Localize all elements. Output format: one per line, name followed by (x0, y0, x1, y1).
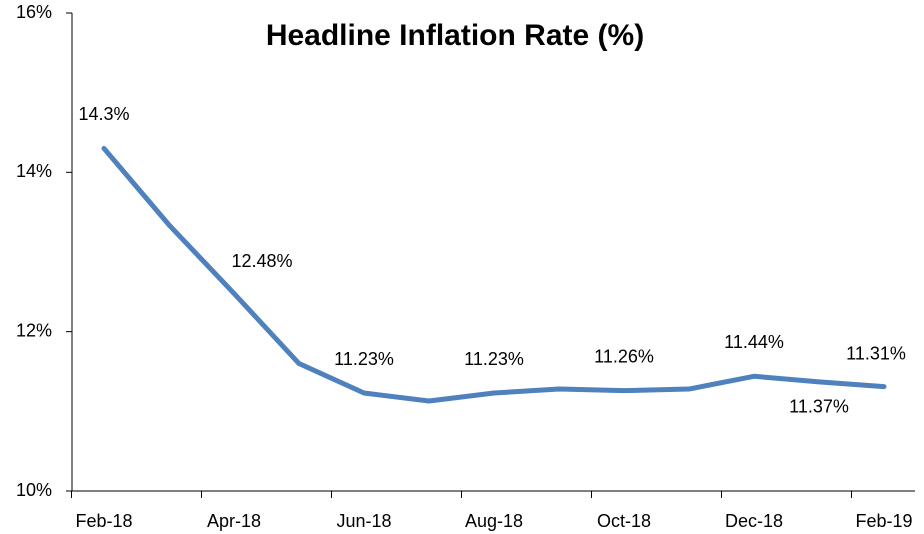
x-tick-label: Feb-19 (855, 511, 912, 531)
data-label: 11.37% (789, 397, 849, 417)
data-label: 14.3% (78, 104, 129, 124)
data-label: 11.23% (334, 349, 394, 369)
y-tick-label: 10% (16, 480, 52, 500)
chart-title: Headline Inflation Rate (%) (266, 19, 644, 52)
data-label: 12.48% (231, 251, 292, 271)
y-tick-label: 12% (16, 320, 52, 340)
data-label: 11.44% (724, 332, 784, 352)
data-label: 11.23% (464, 349, 524, 369)
y-tick-label: 14% (16, 161, 52, 181)
data-label: 11.26% (594, 346, 654, 366)
line (101, 145, 887, 404)
data-label: 11.31% (846, 343, 906, 363)
x-tick-label: Feb-18 (75, 511, 132, 531)
y-tick-label: 16% (16, 2, 52, 22)
x-tick-label: Jun-18 (336, 511, 391, 531)
x-tick-label: Dec-18 (725, 511, 783, 531)
x-tick-label: Oct-18 (597, 511, 651, 531)
x-tick-label: Apr-18 (207, 511, 261, 531)
x-tick-label: Aug-18 (465, 511, 523, 531)
